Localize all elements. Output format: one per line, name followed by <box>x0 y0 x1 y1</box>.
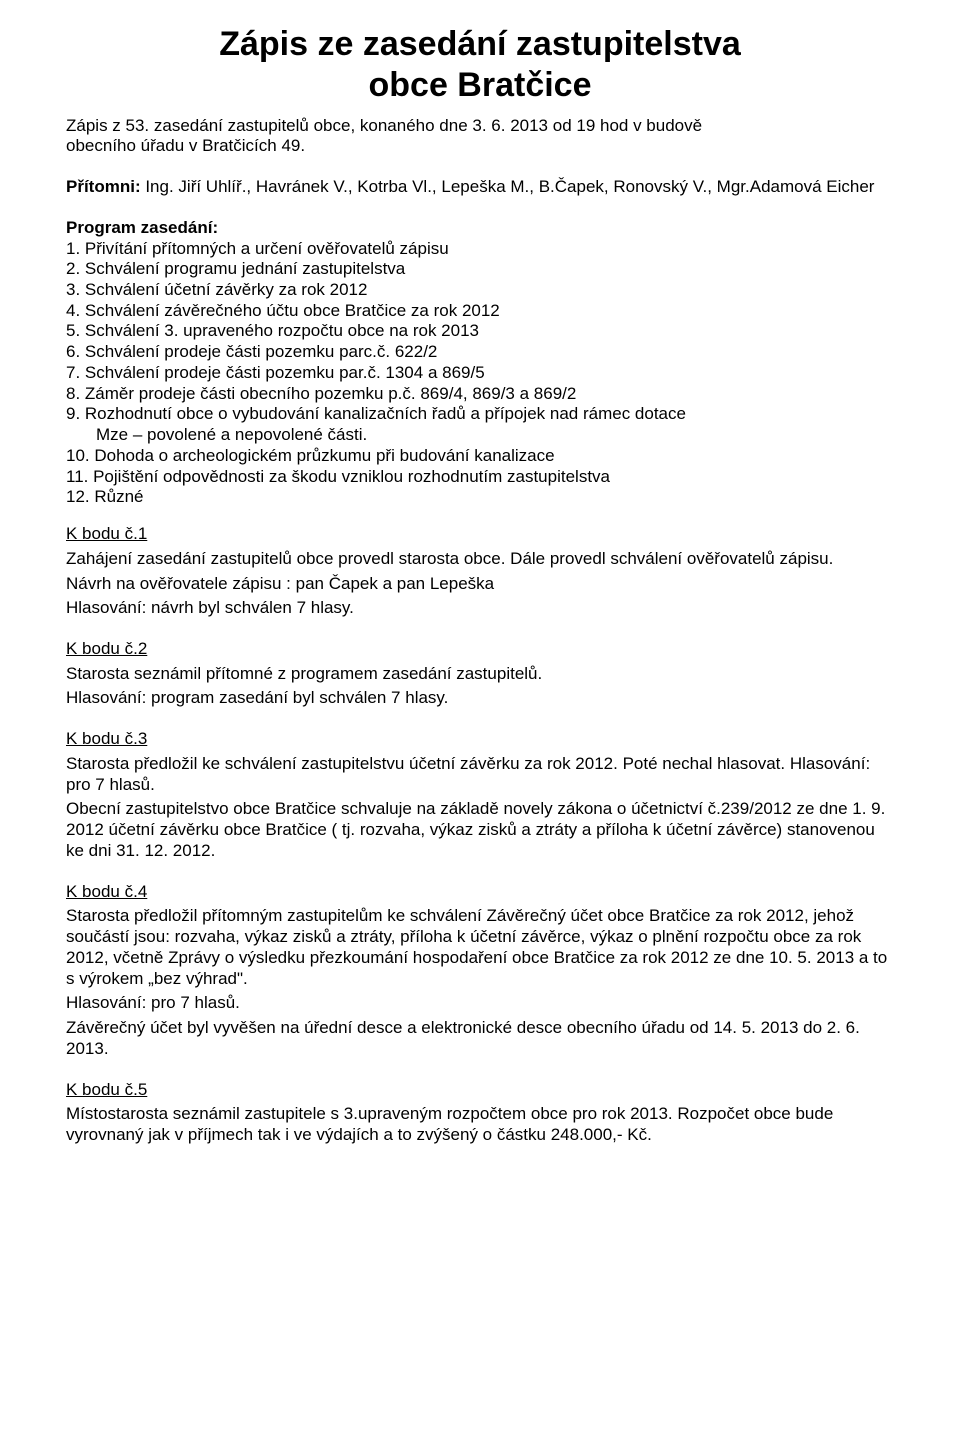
point-text: Návrh na ověřovatele zápisu : pan Čapek … <box>66 574 894 595</box>
program-item: 8. Záměr prodeje části obecního pozemku … <box>66 384 894 405</box>
program-item: 7. Schválení prodeje části pozemku par.č… <box>66 363 894 384</box>
point-text: Závěrečný účet byl vyvěšen na úřední des… <box>66 1018 894 1059</box>
point-text: Zahájení zasedání zastupitelů obce prove… <box>66 549 894 570</box>
program-item: 6. Schválení prodeje části pozemku parc.… <box>66 342 894 363</box>
program-label: Program zasedání: <box>66 218 894 239</box>
program-item: 11. Pojištění odpovědnosti za škodu vzni… <box>66 467 894 488</box>
point-text: Hlasování: návrh byl schválen 7 hlasy. <box>66 598 894 619</box>
program-item: 3. Schválení účetní závěrky za rok 2012 <box>66 280 894 301</box>
point-heading: K bodu č.2 <box>66 639 894 660</box>
point-heading: K bodu č.4 <box>66 882 894 903</box>
program-item: 9. Rozhodnutí obce o vybudování kanaliza… <box>66 404 894 425</box>
program-item-continuation: Mze – povolené a nepovolené části. <box>96 425 894 446</box>
pritomni-text: Ing. Jiří Uhlíř., Havránek V., Kotrba Vl… <box>141 177 875 196</box>
point-text: Místostarosta seznámil zastupitele s 3.u… <box>66 1104 894 1145</box>
intro-line-1: Zápis z 53. zasedání zastupitelů obce, k… <box>66 116 702 135</box>
pritomni-line: Přítomni: Ing. Jiří Uhlíř., Havránek V.,… <box>66 177 894 198</box>
point-text: Starosta předložil ke schválení zastupit… <box>66 754 894 795</box>
program-item: 10. Dohoda o archeologickém průzkumu při… <box>66 446 894 467</box>
program-item: 12. Různé <box>66 487 894 508</box>
intro-paragraph: Zápis z 53. zasedání zastupitelů obce, k… <box>66 116 894 157</box>
intro-line-2: obecního úřadu v Bratčicích 49. <box>66 136 305 155</box>
program-item: 1. Přivítání přítomných a určení ověřova… <box>66 239 894 260</box>
pritomni-label: Přítomni: <box>66 177 141 196</box>
page-title: Zápis ze zasedání zastupitelstva obce Br… <box>66 24 894 106</box>
point-text: Obecní zastupitelstvo obce Bratčice schv… <box>66 799 894 861</box>
point-text: Starosta seznámil přítomné z programem z… <box>66 664 894 685</box>
program-item: 2. Schválení programu jednání zastupitel… <box>66 259 894 280</box>
point-text: Hlasování: program zasedání byl schválen… <box>66 688 894 709</box>
program-item: 4. Schválení závěrečného účtu obce Bratč… <box>66 301 894 322</box>
point-heading: K bodu č.1 <box>66 524 894 545</box>
point-heading: K bodu č.3 <box>66 729 894 750</box>
title-line-1: Zápis ze zasedání zastupitelstva <box>219 25 741 63</box>
point-heading: K bodu č.5 <box>66 1080 894 1101</box>
point-text: Starosta předložil přítomným zastupitelů… <box>66 906 894 989</box>
program-item: 5. Schválení 3. upraveného rozpočtu obce… <box>66 321 894 342</box>
program-list: 1. Přivítání přítomných a určení ověřova… <box>66 239 894 509</box>
title-line-2: obce Bratčice <box>369 66 592 104</box>
point-text: Hlasování: pro 7 hlasů. <box>66 993 894 1014</box>
